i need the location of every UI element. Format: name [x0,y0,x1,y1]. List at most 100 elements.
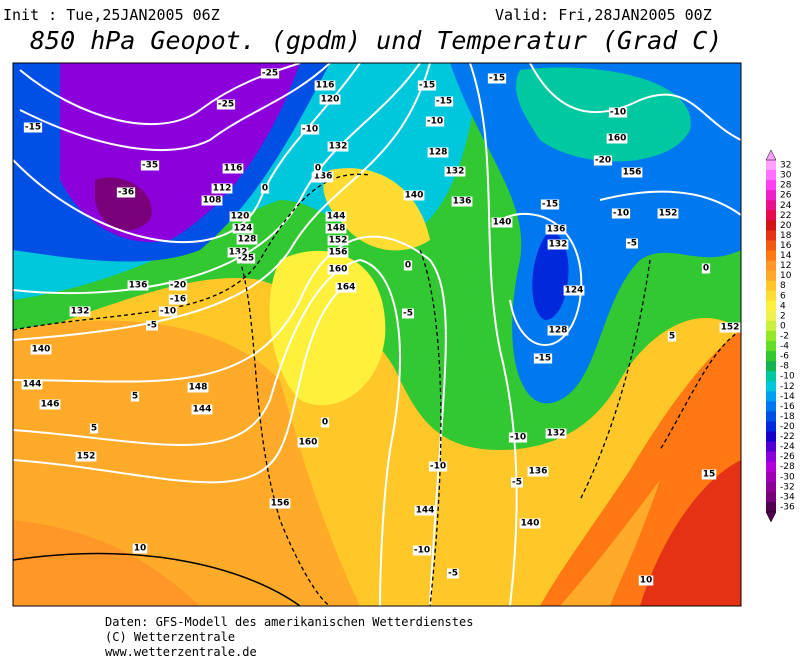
contour-label-bg [269,498,291,509]
contour-label-bg [335,282,357,293]
colorbar-label: 16 [780,241,792,251]
contour-label: -5 [147,321,157,331]
contour-label-bg [403,190,425,201]
contour-label-bg [75,451,97,462]
contour-label: 0 [262,184,268,194]
contour-label-bg [168,280,188,291]
contour-label-bg [21,379,43,390]
contour-label-bg [427,147,449,158]
colorbar-bottom-tip [765,511,777,523]
colorbar-label: -12 [780,382,795,392]
contour-label: 156 [271,499,290,509]
colorbar-swatch [766,300,776,312]
contour-label-bg [211,183,233,194]
contour-label-bg [608,107,628,118]
colorbar-label: -24 [780,442,795,452]
contour-label: 120 [231,212,250,222]
contour-label: -15 [542,200,558,210]
contour-label: -15 [419,81,435,91]
init-time: Init : Tue,25JAN2005 06Z [3,6,220,24]
contour-label: 152 [77,452,96,462]
contour-label: 156 [329,248,348,258]
colorbar-label: 8 [780,281,786,291]
colorbar-swatch [766,401,776,412]
contour-label: 140 [521,519,540,529]
contour-label-bg [519,518,541,529]
contour-label-bg [444,166,466,177]
contour-label: 164 [337,283,356,293]
contour-label: 136 [453,197,472,207]
isotherm [13,552,301,606]
contour-label-bg [320,417,330,428]
contour-label: -10 [427,117,443,127]
contour-label: -5 [512,478,522,488]
colorbar-label: 32 [780,161,791,171]
contour-label: -5 [448,569,458,579]
contour-label: 10 [134,544,147,554]
contour-label: 152 [329,236,348,246]
contour-label-bg [89,423,99,434]
contour-label: 146 [41,400,60,410]
contour-label-bg [191,404,213,415]
colorbar-swatch [766,471,776,483]
contour-label: 0 [405,261,411,271]
contour-label: 136 [547,225,566,235]
colorbar-label: 10 [780,271,792,281]
contour-label-bg [325,223,347,234]
contour-label-bg [327,264,349,275]
contour-label: 140 [493,218,512,228]
contour-label-bg [719,322,741,333]
contour-label-bg [403,260,413,271]
contour-label: -25 [238,254,254,264]
contour-label: 152 [659,209,678,219]
contour-label: 160 [329,265,348,275]
colorbar-swatch [766,190,776,201]
colorbar-top-tip [765,149,777,161]
contour-label-bg [621,167,643,178]
colorbar-label: -28 [780,462,795,472]
contour-label-bg [158,306,178,317]
contour-label-bg [540,199,560,210]
colorbar-swatch [766,230,776,241]
contour-label-bg [39,399,61,410]
contour-label-bg [130,391,140,402]
contour-label-bg [402,308,414,319]
contour-label: 108 [203,196,222,206]
contour-label-bg [487,73,507,84]
colorbar-swatch [766,361,776,372]
contour-label-bg [491,217,513,228]
contour-label-bg [701,263,711,274]
colorbar-label: -14 [780,392,795,402]
contour-label: 140 [405,191,424,201]
temperature-contours [13,173,741,606]
colorbar-label: 24 [780,201,792,211]
contour-label-bg [314,80,336,91]
contour-label: -36 [118,188,134,198]
geopotential-contours [13,63,741,606]
colorbar-label: -34 [780,492,795,502]
contour-label-bg [414,505,436,516]
contour-label: 132 [229,248,248,258]
contour-label-bg [593,155,613,166]
contour-label: 112 [213,184,232,194]
contour-label: -15 [436,97,452,107]
contour-label-bg [626,238,638,249]
contour-label: 160 [608,134,627,144]
colorbar-swatch [766,270,776,282]
contour-label: 120 [321,95,340,105]
colorbar-label: 14 [780,251,792,261]
valid-time: Valid: Fri,28JAN2005 00Z [495,6,712,24]
contour-label-bg [701,469,717,480]
contour-label-bg [127,280,149,291]
colorbar-label: 28 [780,181,792,191]
contour-label: 144 [327,212,346,222]
contour-label: 144 [416,506,435,516]
colorbar-label: -22 [780,432,795,442]
contour-label-bg [545,224,567,235]
contour-label: -35 [142,161,158,171]
colorbar-swatch [766,210,776,221]
contour-label: 128 [549,326,568,336]
colorbar-label: -36 [780,502,795,512]
